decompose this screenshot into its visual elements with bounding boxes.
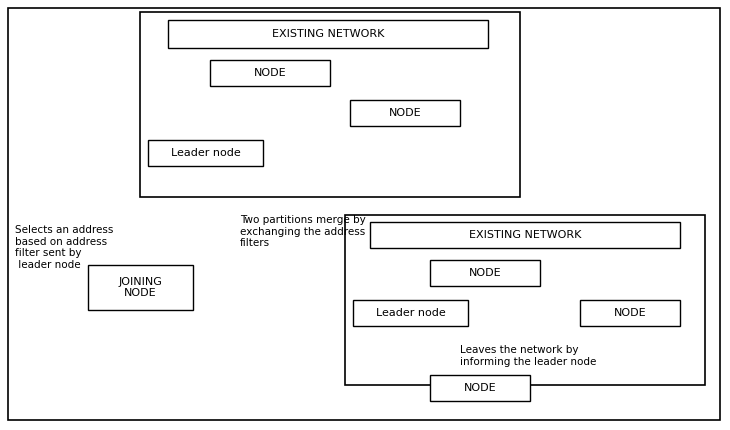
- Text: NODE: NODE: [464, 383, 496, 393]
- Text: EXISTING NETWORK: EXISTING NETWORK: [469, 230, 581, 240]
- Text: NODE: NODE: [388, 108, 421, 118]
- FancyBboxPatch shape: [430, 375, 530, 401]
- FancyBboxPatch shape: [580, 300, 680, 326]
- FancyBboxPatch shape: [345, 215, 705, 385]
- Text: Selects an address
based on address
filter sent by
 leader node: Selects an address based on address filt…: [15, 225, 113, 270]
- FancyBboxPatch shape: [168, 20, 488, 48]
- FancyBboxPatch shape: [370, 222, 680, 248]
- Text: NODE: NODE: [614, 308, 646, 318]
- FancyBboxPatch shape: [148, 140, 263, 166]
- Text: NODE: NODE: [254, 68, 286, 78]
- Text: Leader node: Leader node: [171, 148, 240, 158]
- Text: EXISTING NETWORK: EXISTING NETWORK: [272, 29, 384, 39]
- FancyBboxPatch shape: [210, 60, 330, 86]
- FancyBboxPatch shape: [88, 265, 193, 310]
- FancyBboxPatch shape: [8, 8, 720, 420]
- FancyBboxPatch shape: [430, 260, 540, 286]
- Text: Two partitions merge by
exchanging the address
filters: Two partitions merge by exchanging the a…: [240, 215, 366, 248]
- Text: JOINING
NODE: JOINING NODE: [118, 276, 163, 298]
- Text: Leader node: Leader node: [376, 308, 445, 318]
- FancyBboxPatch shape: [353, 300, 468, 326]
- FancyBboxPatch shape: [140, 12, 520, 197]
- Text: Leaves the network by
informing the leader node: Leaves the network by informing the lead…: [460, 345, 596, 367]
- Text: NODE: NODE: [469, 268, 502, 278]
- FancyBboxPatch shape: [350, 100, 460, 126]
